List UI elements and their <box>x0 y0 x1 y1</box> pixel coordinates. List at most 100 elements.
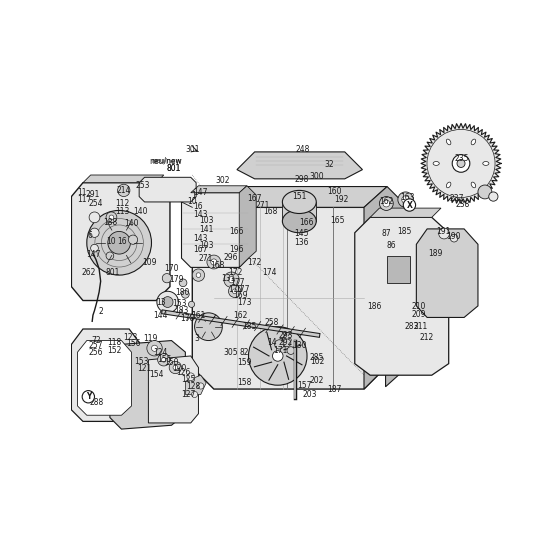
Text: 168: 168 <box>263 207 277 217</box>
Circle shape <box>161 357 166 362</box>
Circle shape <box>118 184 130 197</box>
Text: 130: 130 <box>292 342 306 351</box>
Text: 16: 16 <box>118 237 127 246</box>
Polygon shape <box>192 207 385 389</box>
Polygon shape <box>417 229 478 318</box>
Circle shape <box>151 345 158 351</box>
Text: 103: 103 <box>199 216 213 225</box>
Circle shape <box>273 351 283 361</box>
Text: neu/new: neu/new <box>151 158 181 164</box>
Text: 128: 128 <box>186 382 200 391</box>
Text: 179: 179 <box>169 275 183 284</box>
Text: 152: 152 <box>108 346 122 355</box>
Text: 169: 169 <box>233 291 248 300</box>
Text: 166: 166 <box>230 227 244 236</box>
Polygon shape <box>110 340 185 429</box>
Circle shape <box>147 340 162 356</box>
Text: 203: 203 <box>302 390 316 399</box>
Ellipse shape <box>282 190 316 213</box>
Text: 173: 173 <box>237 297 252 306</box>
Circle shape <box>438 228 450 239</box>
Circle shape <box>192 269 204 281</box>
Polygon shape <box>237 152 362 179</box>
Text: 171: 171 <box>274 346 288 355</box>
Circle shape <box>402 196 409 203</box>
Text: 257: 257 <box>89 342 103 351</box>
Circle shape <box>106 252 114 260</box>
Text: 191: 191 <box>436 227 450 236</box>
Circle shape <box>452 155 470 172</box>
Circle shape <box>89 212 100 223</box>
Circle shape <box>188 301 195 307</box>
Text: 271: 271 <box>256 201 270 211</box>
Text: 147: 147 <box>86 250 101 259</box>
Circle shape <box>187 373 195 381</box>
Text: 253: 253 <box>136 180 150 189</box>
Text: 302: 302 <box>216 176 230 185</box>
Circle shape <box>274 340 284 349</box>
Ellipse shape <box>483 161 489 165</box>
Polygon shape <box>370 208 441 217</box>
Text: 1: 1 <box>192 192 196 200</box>
Circle shape <box>108 231 130 254</box>
Text: 140: 140 <box>133 207 148 217</box>
Text: 192: 192 <box>334 195 348 204</box>
Text: 156: 156 <box>126 339 140 348</box>
Text: 6: 6 <box>87 231 92 240</box>
Text: 14: 14 <box>267 338 277 347</box>
Text: 162: 162 <box>379 197 394 206</box>
Circle shape <box>91 244 99 252</box>
Polygon shape <box>191 186 247 193</box>
Polygon shape <box>185 375 206 394</box>
Text: 168: 168 <box>211 260 225 269</box>
Circle shape <box>195 313 222 340</box>
Ellipse shape <box>433 161 439 165</box>
Text: 32: 32 <box>325 160 334 169</box>
Circle shape <box>87 211 151 275</box>
Text: 141: 141 <box>199 225 213 234</box>
Text: 300: 300 <box>309 172 324 181</box>
Ellipse shape <box>282 209 316 233</box>
Circle shape <box>457 160 465 167</box>
Text: 167: 167 <box>248 194 262 203</box>
Ellipse shape <box>471 139 475 145</box>
Circle shape <box>162 273 171 283</box>
Text: 256: 256 <box>89 348 103 357</box>
Text: 127: 127 <box>181 390 195 399</box>
Circle shape <box>228 285 241 297</box>
Text: 119: 119 <box>143 334 158 343</box>
Text: 159: 159 <box>237 358 252 367</box>
Text: 143: 143 <box>194 210 208 219</box>
Text: 131: 131 <box>221 274 236 283</box>
Text: 166: 166 <box>299 218 314 227</box>
Text: 186: 186 <box>367 302 382 311</box>
Polygon shape <box>72 183 170 301</box>
Text: 211: 211 <box>414 322 428 331</box>
Circle shape <box>157 291 179 313</box>
Text: 202: 202 <box>309 376 324 385</box>
Circle shape <box>427 129 495 198</box>
Text: 121: 121 <box>137 364 152 373</box>
Text: 172: 172 <box>248 258 262 267</box>
Circle shape <box>169 361 181 374</box>
Text: 801: 801 <box>167 164 181 172</box>
Text: 235: 235 <box>455 153 469 162</box>
Circle shape <box>379 197 393 211</box>
Polygon shape <box>282 202 316 221</box>
Text: 153: 153 <box>172 299 186 308</box>
Circle shape <box>109 215 114 220</box>
Text: 125: 125 <box>181 375 195 384</box>
Text: 112: 112 <box>115 199 129 208</box>
Circle shape <box>198 383 204 389</box>
Text: 209: 209 <box>412 310 426 319</box>
Text: 196: 196 <box>230 245 244 254</box>
Text: 237: 237 <box>450 194 464 203</box>
Text: 154: 154 <box>149 370 164 379</box>
Text: 126: 126 <box>176 367 191 377</box>
Text: 109: 109 <box>143 258 157 267</box>
Circle shape <box>196 273 200 277</box>
Text: 162: 162 <box>233 311 247 320</box>
Polygon shape <box>181 193 249 267</box>
Circle shape <box>478 185 492 199</box>
Text: 172: 172 <box>228 268 242 277</box>
